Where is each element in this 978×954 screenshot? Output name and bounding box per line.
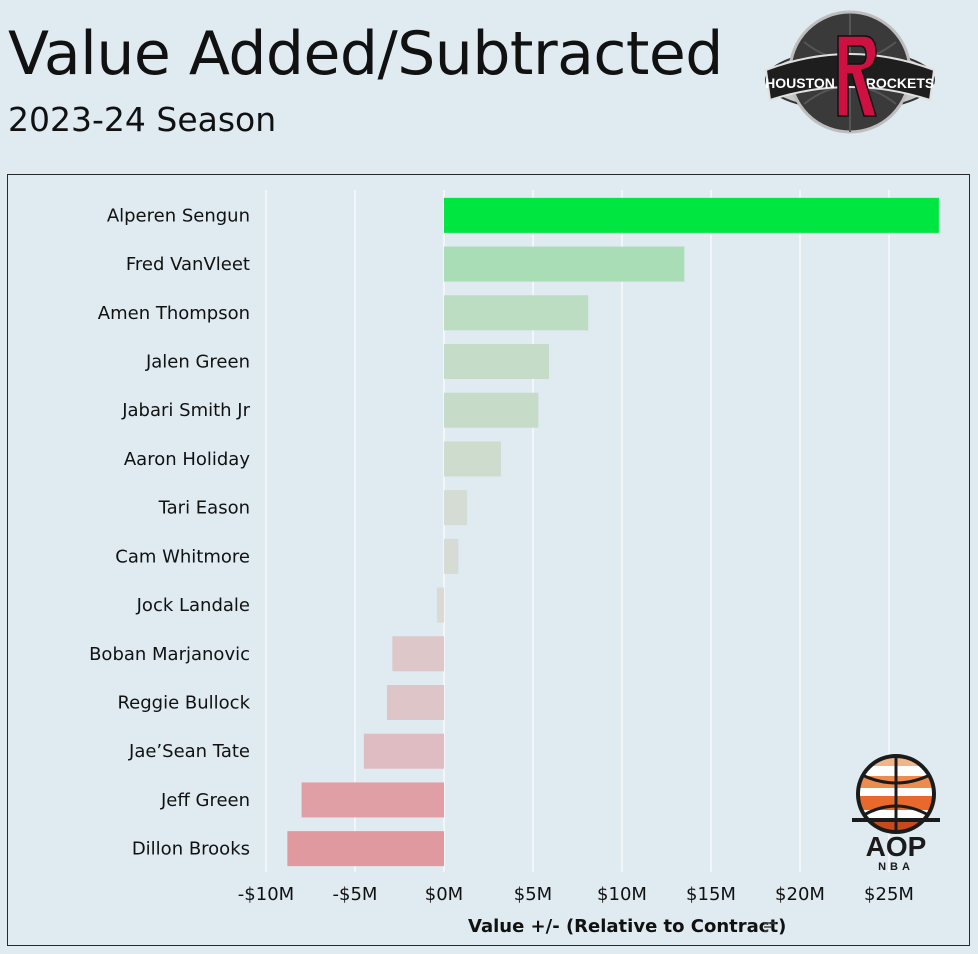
bar-4[interactable] bbox=[444, 392, 539, 428]
x-tick-label-2: $0M bbox=[425, 884, 463, 905]
x-tick-label-7: $25M bbox=[864, 884, 914, 905]
bar-3[interactable] bbox=[444, 344, 550, 379]
category-label-5: Aaron Holiday bbox=[124, 449, 250, 470]
category-label-9: Boban Marjanovic bbox=[89, 644, 250, 665]
chart-frame bbox=[7, 174, 970, 946]
category-label-2: Amen Thompson bbox=[98, 303, 250, 324]
category-label-4: Jabari Smith Jr bbox=[121, 400, 250, 421]
bar-12[interactable] bbox=[301, 782, 444, 818]
category-label-7: Cam Whitmore bbox=[115, 546, 250, 567]
x-tick-label-3: $5M bbox=[514, 884, 552, 905]
page-subtitle: 2023-24 Season bbox=[8, 100, 277, 139]
category-label-0: Alperen Sengun bbox=[107, 205, 250, 226]
svg-text:ROCKETS: ROCKETS bbox=[866, 75, 934, 91]
bar-10[interactable] bbox=[387, 685, 444, 720]
bar-7[interactable] bbox=[444, 538, 459, 574]
sort-icon[interactable] bbox=[763, 921, 777, 933]
bar-0[interactable] bbox=[444, 197, 939, 233]
category-label-13: Dillon Brooks bbox=[132, 839, 250, 860]
bar-8[interactable] bbox=[436, 587, 444, 623]
x-tick-label-4: $10M bbox=[597, 884, 647, 905]
category-label-3: Jalen Green bbox=[145, 352, 250, 373]
svg-text:AOP: AOP bbox=[866, 831, 927, 862]
svg-text:HOUSTON: HOUSTON bbox=[765, 75, 835, 91]
category-label-6: Tari Eason bbox=[158, 498, 250, 519]
page-title: Value Added/Subtracted bbox=[8, 19, 723, 89]
houston-rockets-logo: HOUSTON ROCKETS bbox=[764, 10, 936, 134]
svg-text:NBA: NBA bbox=[878, 861, 914, 872]
category-label-12: Jeff Green bbox=[160, 790, 250, 811]
bar-9[interactable] bbox=[392, 636, 444, 672]
x-tick-label-1: -$5M bbox=[333, 884, 378, 905]
category-label-8: Jock Landale bbox=[136, 595, 250, 616]
x-tick-label-6: $20M bbox=[775, 884, 825, 905]
category-label-1: Fred VanVleet bbox=[126, 254, 250, 275]
bar-11[interactable] bbox=[363, 733, 444, 769]
aop-basketball-logo: AOP NBA bbox=[852, 754, 940, 872]
category-label-11: Jae’Sean Tate bbox=[128, 741, 250, 762]
bar-6[interactable] bbox=[444, 490, 468, 526]
bar-2[interactable] bbox=[444, 295, 589, 331]
bar-13[interactable] bbox=[287, 831, 444, 867]
bar-1[interactable] bbox=[444, 246, 685, 282]
bar-5[interactable] bbox=[444, 441, 501, 477]
x-tick-label-0: -$10M bbox=[238, 884, 294, 905]
x-tick-label-5: $15M bbox=[686, 884, 736, 905]
category-label-10: Reggie Bullock bbox=[117, 693, 250, 714]
x-axis-label: Value +/- (Relative to Contract) bbox=[468, 916, 787, 937]
